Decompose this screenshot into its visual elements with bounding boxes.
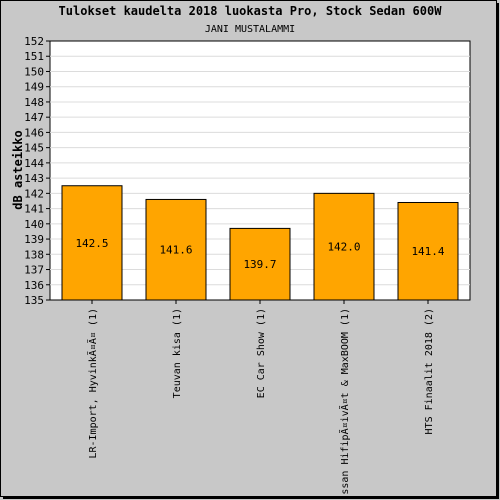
bar-value-label: 141.4 — [411, 245, 444, 258]
bar — [145, 198, 207, 301]
y-tick-label: 142 — [24, 187, 44, 200]
y-tick-label: 140 — [24, 218, 44, 231]
y-tick-label: 141 — [24, 203, 44, 216]
y-tick-label: 152 — [24, 35, 44, 48]
bar — [61, 185, 123, 301]
y-tick-label: 147 — [24, 111, 44, 124]
bar-value-label: 139.7 — [243, 258, 276, 271]
x-category-label: HTS Finaalit 2018 (2) — [424, 308, 435, 434]
y-tick-label: 148 — [24, 96, 44, 109]
x-category-label: Teuvan kisa (1) — [172, 308, 183, 398]
y-tick-label: 143 — [24, 172, 44, 185]
x-category-label: ssan HifipÃ¤ivÃ¤t & MaxBOOM (1) — [338, 308, 351, 495]
bar — [229, 227, 291, 301]
bar — [313, 192, 375, 301]
y-tick-label: 145 — [24, 142, 44, 155]
x-category-label: EC Car Show (1) — [256, 308, 267, 398]
x-category-label: LR-Import, HyvinkÃ¤Ã¤ (1) — [86, 308, 99, 459]
bar-value-label: 142.0 — [327, 241, 360, 254]
chart-subtitle: JANI MUSTALAMMI — [205, 24, 295, 35]
y-tick-label: 138 — [24, 248, 44, 261]
y-axis-label: dB asteikko — [11, 130, 25, 209]
y-tick-label: 135 — [24, 294, 44, 307]
x-axis-labels: LR-Import, HyvinkÃ¤Ã¤ (1) Teuvan kisa (1)… — [86, 300, 435, 495]
bar-value-label: 141.6 — [159, 244, 192, 257]
y-tick-label: 146 — [24, 126, 44, 139]
y-tick-label: 137 — [24, 264, 44, 277]
bar-value-label: 142.5 — [75, 237, 108, 250]
y-axis-ticks: 135 136 137 138 139 140 141 142 143 144 145 146 147 1… — [24, 35, 50, 307]
y-tick-label: 136 — [24, 279, 44, 292]
chart-title: Tulokset kaudelta 2018 luokasta Pro, Sto… — [59, 4, 443, 18]
y-tick-label: 144 — [24, 157, 44, 170]
y-tick-label: 139 — [24, 233, 44, 246]
y-tick-label: 151 — [24, 50, 44, 63]
y-tick-label: 149 — [24, 81, 44, 94]
bars: 142.5 141.6 139.7 142.0 141.4 — [61, 185, 459, 301]
y-tick-label: 150 — [24, 65, 44, 78]
